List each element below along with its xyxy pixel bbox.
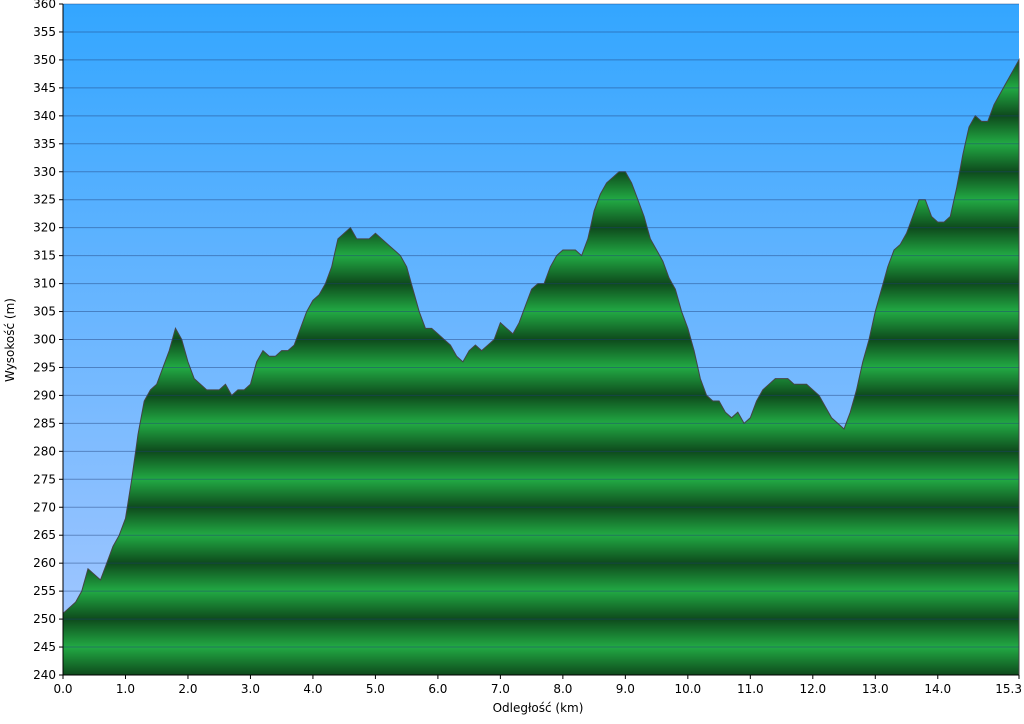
x-tick-label: 3.0 — [241, 682, 260, 696]
y-tick-label: 345 — [33, 81, 56, 95]
x-tick-label: 9.0 — [616, 682, 635, 696]
x-tick-label: 4.0 — [303, 682, 322, 696]
y-tick-label: 260 — [33, 556, 56, 570]
x-tick-label: 1.0 — [116, 682, 135, 696]
y-tick-label: 255 — [33, 584, 56, 598]
y-tick-label: 305 — [33, 305, 56, 319]
x-tick-label: 15.3 — [995, 682, 1022, 696]
x-tick-label: 6.0 — [428, 682, 447, 696]
y-tick-label: 245 — [33, 640, 56, 654]
y-tick-label: 330 — [33, 165, 56, 179]
x-tick-label: 14.0 — [924, 682, 951, 696]
y-tick-label: 270 — [33, 500, 56, 514]
y-tick-label: 335 — [33, 137, 56, 151]
y-tick-label: 300 — [33, 333, 56, 347]
elevation-area — [62, 58, 1020, 676]
y-tick-label: 290 — [33, 388, 56, 402]
x-tick-label: 11.0 — [737, 682, 764, 696]
y-tick-label: 275 — [33, 472, 56, 486]
y-tick-label: 240 — [33, 668, 56, 682]
y-tick-label: 360 — [33, 0, 56, 11]
y-axis-label: Wysokość (m) — [3, 298, 17, 382]
x-tick-label: 7.0 — [491, 682, 510, 696]
x-tick-label: 10.0 — [674, 682, 701, 696]
x-tick-label: 13.0 — [862, 682, 889, 696]
y-tick-label: 265 — [33, 528, 56, 542]
y-tick-label: 310 — [33, 277, 56, 291]
y-tick-label: 320 — [33, 221, 56, 235]
x-tick-label: 12.0 — [799, 682, 826, 696]
y-tick-label: 250 — [33, 612, 56, 626]
y-tick-label: 295 — [33, 360, 56, 374]
y-tick-label: 325 — [33, 193, 56, 207]
y-tick-label: 315 — [33, 249, 56, 263]
y-tick-label: 350 — [33, 53, 56, 67]
y-tick-label: 280 — [33, 444, 56, 458]
y-tick-label: 355 — [33, 25, 56, 39]
x-tick-label: 5.0 — [366, 682, 385, 696]
x-tick-label: 2.0 — [178, 682, 197, 696]
x-tick-label: 0.0 — [53, 682, 72, 696]
x-axis-label: Odległość (km) — [493, 701, 584, 715]
y-tick-label: 285 — [33, 416, 56, 430]
y-tick-label: 340 — [33, 109, 56, 123]
x-tick-label: 8.0 — [553, 682, 572, 696]
